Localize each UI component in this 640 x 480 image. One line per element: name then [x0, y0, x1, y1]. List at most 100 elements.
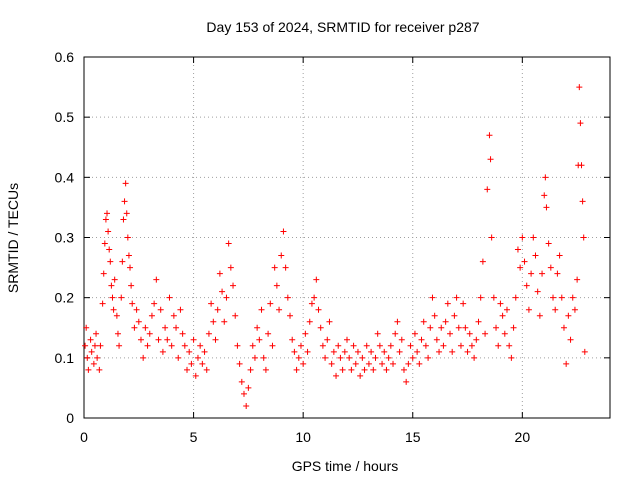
data-point — [188, 360, 195, 367]
data-point — [414, 348, 421, 355]
data-point — [282, 264, 289, 271]
data-point — [447, 330, 454, 337]
data-point — [129, 300, 136, 307]
data-point — [118, 294, 125, 301]
data-point — [192, 372, 199, 379]
data-point — [102, 216, 109, 223]
data-point — [335, 342, 342, 349]
data-point — [155, 336, 162, 343]
data-point — [87, 336, 94, 343]
data-point — [284, 294, 291, 301]
data-point — [530, 234, 537, 241]
x-axis-label: GPS time / hours — [292, 458, 399, 474]
data-point — [477, 294, 484, 301]
data-point — [289, 336, 296, 343]
data-point — [96, 366, 103, 373]
data-point — [394, 318, 401, 325]
data-point — [352, 360, 359, 367]
data-point — [90, 360, 97, 367]
data-point — [543, 204, 550, 211]
data-point — [166, 294, 173, 301]
data-point — [287, 312, 294, 319]
data-point — [135, 318, 142, 325]
data-point — [84, 354, 91, 361]
data-point — [398, 336, 405, 343]
y-tick-label: 0.3 — [55, 230, 75, 246]
data-point — [119, 258, 126, 265]
data-point — [99, 300, 106, 307]
data-point — [390, 360, 397, 367]
data-point — [567, 336, 574, 343]
data-point — [162, 324, 169, 331]
data-point — [534, 288, 541, 295]
data-point — [254, 324, 261, 331]
data-point — [120, 216, 127, 223]
x-tick-label: 15 — [405, 429, 421, 445]
data-point — [372, 354, 379, 361]
data-point — [109, 294, 116, 301]
data-point — [297, 342, 304, 349]
data-point — [381, 348, 388, 355]
data-point — [106, 246, 113, 253]
data-point — [140, 354, 147, 361]
data-point — [214, 306, 221, 313]
data-point — [315, 306, 322, 313]
data-point — [181, 342, 188, 349]
data-point — [236, 360, 243, 367]
data-point — [258, 306, 265, 313]
data-point — [581, 348, 588, 355]
data-point — [216, 270, 223, 277]
data-point — [392, 330, 399, 337]
data-point — [422, 342, 429, 349]
data-point — [168, 342, 175, 349]
data-point — [539, 270, 546, 277]
data-point — [346, 354, 353, 361]
data-point — [488, 234, 495, 241]
data-point — [114, 330, 121, 337]
data-point — [519, 234, 526, 241]
data-point — [234, 342, 241, 349]
data-point — [324, 336, 331, 343]
data-point — [311, 294, 318, 301]
data-point — [517, 264, 524, 271]
data-point — [128, 282, 135, 289]
data-point — [554, 270, 561, 277]
data-point — [108, 282, 115, 289]
data-point — [552, 306, 559, 313]
y-axis-label: SRMTID / TECUs — [5, 183, 21, 293]
data-point — [232, 312, 239, 319]
data-point — [576, 84, 583, 91]
axis-ticks: 0 0.1 0.2 0.3 0.4 0.5 0.6 0 5 10 15 20 — [55, 49, 610, 445]
y-tick-label: 0.4 — [55, 169, 75, 185]
data-point — [251, 354, 258, 361]
data-point — [565, 312, 572, 319]
data-point — [486, 132, 493, 139]
data-point — [547, 264, 554, 271]
data-point — [159, 348, 166, 355]
y-tick-label: 0.2 — [55, 290, 75, 306]
data-point — [157, 306, 164, 313]
data-point — [550, 294, 557, 301]
y-tick-label: 0.6 — [55, 49, 75, 65]
data-point — [144, 342, 151, 349]
data-point — [339, 366, 346, 373]
data-point — [482, 330, 489, 337]
data-point — [238, 378, 245, 385]
data-point — [271, 264, 278, 271]
data-point — [219, 288, 226, 295]
data-point — [363, 342, 370, 349]
data-point — [313, 276, 320, 283]
data-point — [245, 384, 252, 391]
data-point — [493, 324, 500, 331]
data-point — [368, 348, 375, 355]
data-point — [558, 294, 565, 301]
data-point — [503, 306, 510, 313]
data-point — [210, 318, 217, 325]
data-point — [173, 324, 180, 331]
y-tick-label: 0.5 — [55, 109, 75, 125]
data-point — [468, 342, 475, 349]
data-point — [151, 300, 158, 307]
data-point — [471, 354, 478, 361]
data-point — [379, 360, 386, 367]
data-point — [221, 318, 228, 325]
